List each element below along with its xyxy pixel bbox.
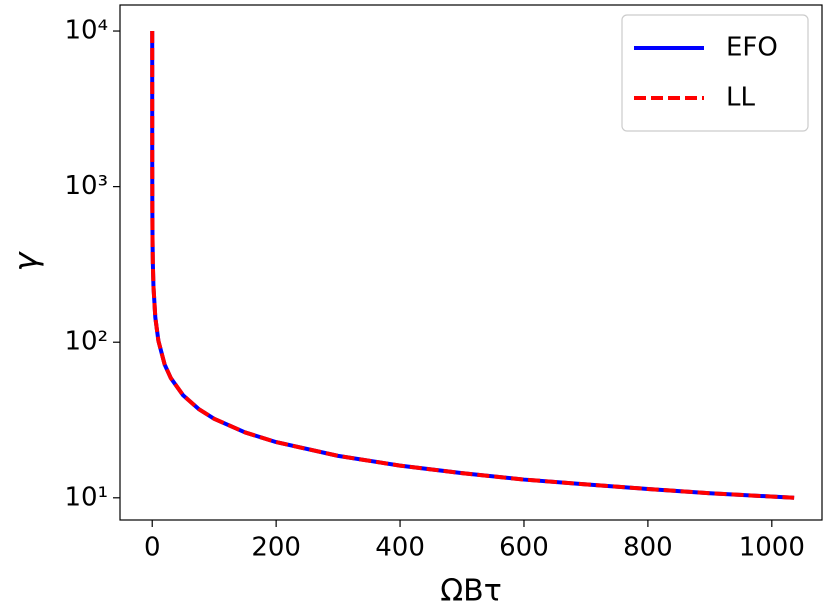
x-tick-label: 0 bbox=[144, 533, 161, 563]
plot-frame bbox=[119, 4, 823, 521]
legend: EFO LL bbox=[621, 14, 809, 132]
series-line bbox=[150, 31, 795, 500]
x-axis-label: ΩBτ bbox=[440, 574, 502, 609]
x-tick-label: 800 bbox=[623, 533, 673, 563]
x-tick-label: 400 bbox=[375, 533, 425, 563]
legend-box bbox=[621, 14, 809, 132]
y-tick-label: 10² bbox=[64, 327, 108, 357]
x-tick-label: 200 bbox=[251, 533, 301, 563]
x-tick-label: 1000 bbox=[739, 533, 805, 563]
y-tick-label: 10³ bbox=[64, 171, 108, 201]
y-tick-label: 10¹ bbox=[64, 482, 108, 512]
y-tick-label: 10⁴ bbox=[64, 16, 108, 46]
legend-label: LL bbox=[726, 83, 755, 113]
x-tick-label: 600 bbox=[499, 533, 549, 563]
y-axis-label: γ bbox=[7, 250, 45, 271]
legend-label: EFO bbox=[726, 33, 778, 63]
